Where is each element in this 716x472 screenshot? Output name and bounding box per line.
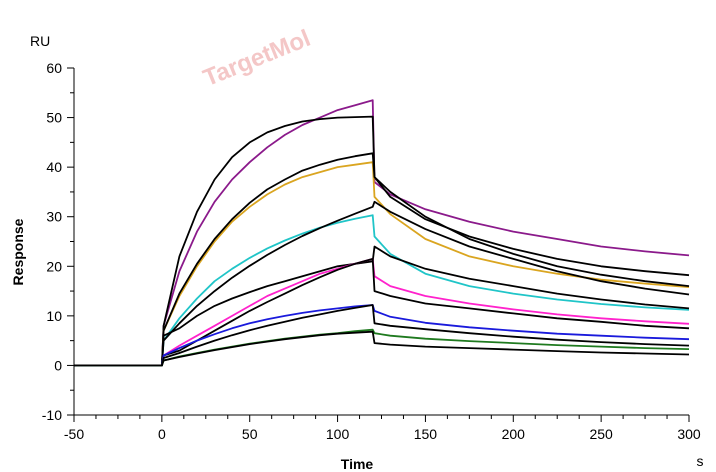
fit-curve-13 bbox=[74, 330, 690, 367]
fit-curve-6 bbox=[74, 200, 690, 367]
x-tick-label: 0 bbox=[158, 426, 166, 442]
x-axis-title: Time bbox=[341, 456, 374, 472]
y-tick-label: -10 bbox=[42, 407, 62, 423]
y-axis-title: Response bbox=[10, 218, 26, 285]
response-curve-8 bbox=[74, 258, 690, 367]
x-unit-label: s bbox=[697, 453, 704, 469]
x-tick-label: 50 bbox=[242, 426, 258, 442]
y-tick-label: 30 bbox=[46, 209, 62, 225]
y-tick-label: 10 bbox=[46, 308, 62, 324]
y-tick-label: 20 bbox=[46, 258, 62, 274]
fit-curve-2 bbox=[74, 115, 690, 367]
response-curve-3 bbox=[74, 161, 690, 367]
watermark-text: TargetMol bbox=[200, 25, 315, 92]
plot-area bbox=[74, 99, 690, 367]
y-tick-label: 40 bbox=[46, 159, 62, 175]
x-tick-label: 200 bbox=[502, 426, 526, 442]
x-tick-label: 100 bbox=[326, 426, 350, 442]
x-tick-label: 150 bbox=[414, 426, 438, 442]
y-tick-label: 60 bbox=[46, 60, 62, 76]
y-tick-label: 50 bbox=[46, 110, 62, 126]
x-tick-label: 300 bbox=[677, 426, 701, 442]
fit-curve-11 bbox=[74, 304, 690, 367]
x-tick-label: -50 bbox=[64, 426, 84, 442]
y-unit-label: RU bbox=[30, 33, 50, 49]
fit-curve-4 bbox=[74, 152, 690, 367]
y-tick-label: 0 bbox=[54, 357, 62, 373]
x-axis-ticks: -50 0 50 100 150 200 250 300 bbox=[64, 415, 701, 442]
x-tick-label: 250 bbox=[589, 426, 613, 442]
response-curve-10 bbox=[74, 304, 690, 367]
y-axis-ticks: -10 0 10 20 30 40 50 60 bbox=[42, 60, 74, 423]
response-curve-1 bbox=[74, 99, 690, 367]
fit-curve-7 bbox=[74, 245, 690, 367]
